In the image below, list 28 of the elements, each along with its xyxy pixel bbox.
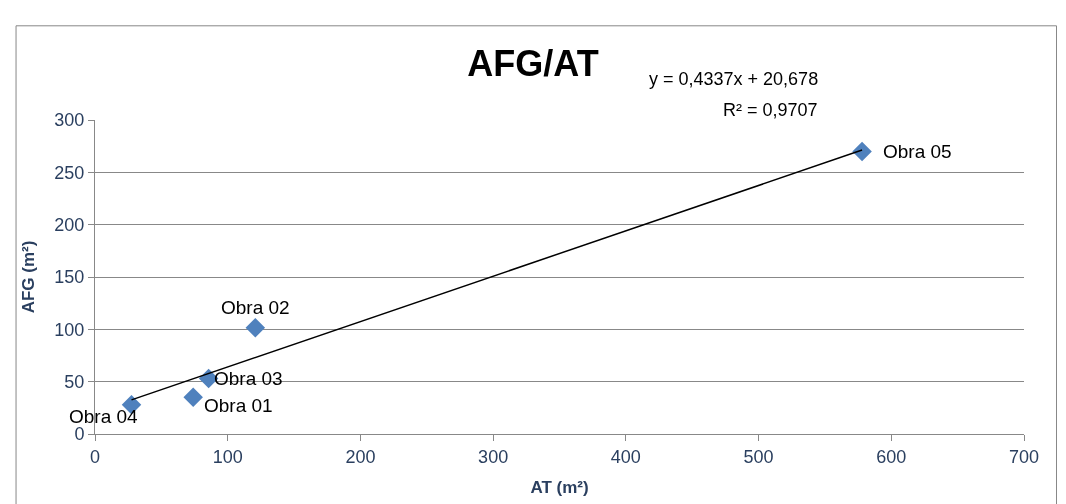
point xyxy=(183,387,203,408)
y-tick-label: 150 xyxy=(54,267,85,288)
x-tick-label: 300 xyxy=(478,446,509,467)
x-tick-label: 600 xyxy=(876,446,907,467)
annotation: Obra 04 xyxy=(69,406,139,427)
x-tick-label: 0 xyxy=(89,446,101,467)
y-tick-label: 300 xyxy=(54,110,85,131)
chart-title: AFG/AT xyxy=(467,42,599,84)
x-tick-label: 200 xyxy=(345,446,376,467)
point xyxy=(245,318,266,338)
point xyxy=(852,141,872,162)
y-tick-label: 0 xyxy=(74,424,85,445)
y-tick-label: 100 xyxy=(54,319,85,340)
text: y = 0,4337x + 20,678 xyxy=(649,69,819,89)
y-tick-label: 200 xyxy=(54,214,85,235)
annotation: Obra 05 xyxy=(883,141,952,162)
y-tick-label: 50 xyxy=(64,371,85,392)
annotation: Obra 02 xyxy=(221,297,290,318)
x-tick-label: 100 xyxy=(212,446,243,467)
y-tick-label: 250 xyxy=(54,162,85,183)
annotation: Obra 03 xyxy=(214,368,283,389)
y-axis-title: AFG (m²) xyxy=(18,240,38,314)
x-tick-label: 500 xyxy=(743,446,774,467)
annotation: Obra 01 xyxy=(204,395,273,416)
x-axis-title: AT (m²) xyxy=(530,478,589,497)
annotation: R² = 0,9707 xyxy=(723,100,818,120)
x-tick-label: 700 xyxy=(1008,446,1040,467)
x-tick-label: 400 xyxy=(610,446,641,467)
